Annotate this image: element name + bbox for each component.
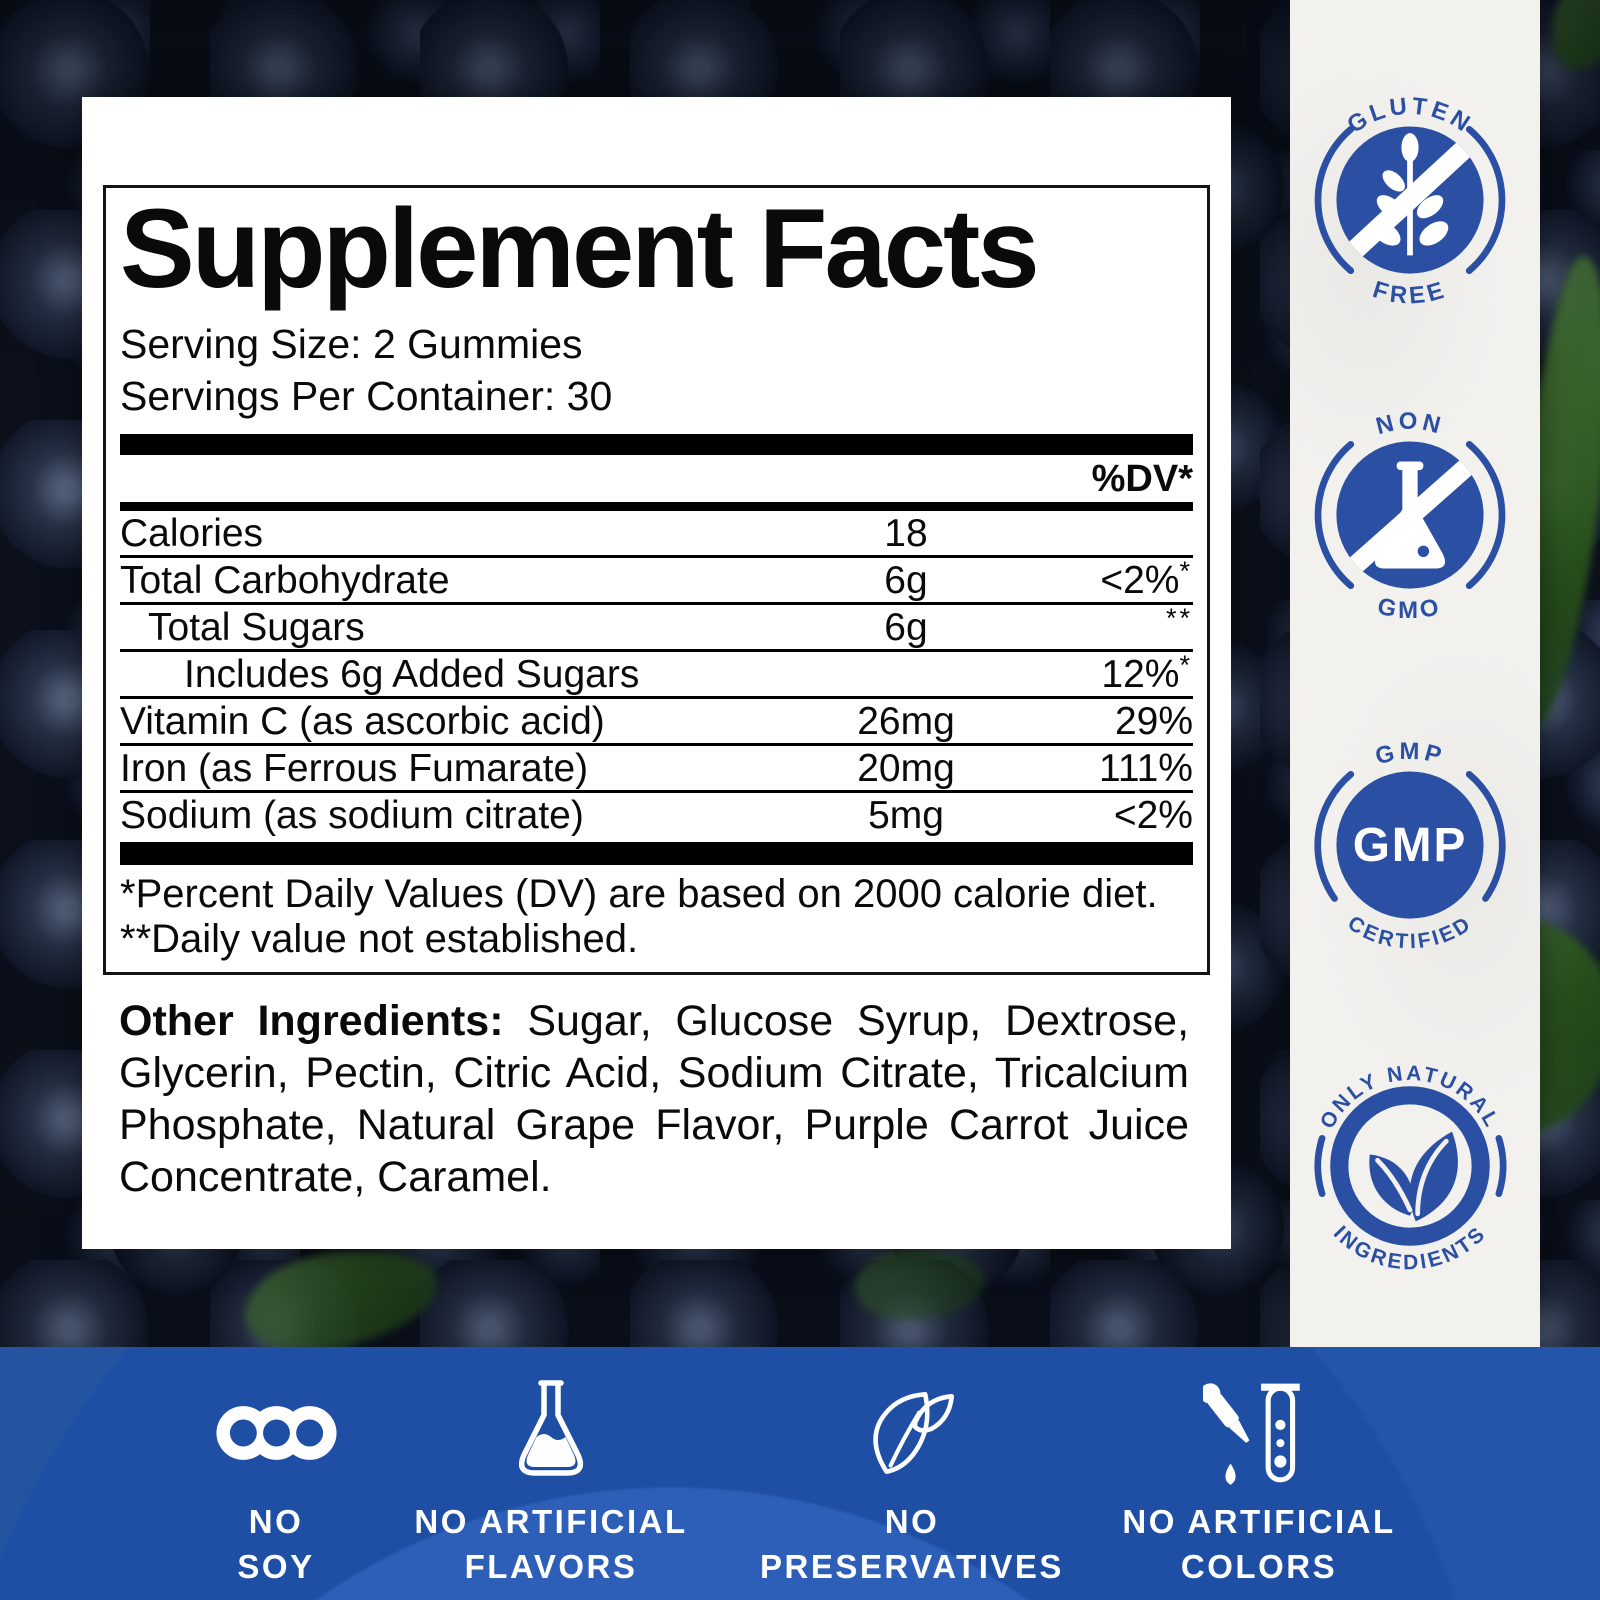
nutrient-dv: 12%*	[1101, 650, 1193, 697]
table-row: Vitamin C (as ascorbic acid) 26mg 29%	[120, 699, 1193, 747]
badge-arc-bottom: FREE	[1370, 276, 1447, 307]
nutrient-name: Total Carbohydrate	[120, 559, 450, 603]
badge-non-gmo: NON GMO	[1303, 408, 1517, 622]
nutrient-amount: 20mg	[857, 747, 955, 791]
feature-no-artificial-colors: NO ARTIFICIAL COLORS	[1099, 1375, 1419, 1589]
svg-text:FREE: FREE	[1370, 276, 1451, 307]
dv-asterisk: *	[1179, 650, 1193, 681]
other-ingredients-label: Other Ingredients:	[119, 997, 504, 1046]
badge-arc-top: GMP	[1372, 738, 1443, 770]
serving-size-text: Serving Size: 2 Gummies	[120, 321, 583, 368]
feature-label: NO ARTIFICIAL COLORS	[1122, 1503, 1396, 1585]
dv-asterisk: **	[1165, 603, 1193, 634]
gmp-text: GMP	[1353, 819, 1468, 872]
nutrient-name: Sodium (as sodium citrate)	[120, 794, 584, 838]
leaves-icon	[1369, 1131, 1458, 1222]
nutrient-amount: 6g	[884, 559, 928, 603]
flask-icon	[391, 1375, 711, 1491]
badge-only-natural-ingredients: ONLY NATURAL INGREDIENTS	[1303, 1059, 1517, 1273]
dv-asterisk: *	[1179, 556, 1193, 587]
nutrient-dv: 29%	[1114, 700, 1193, 744]
svg-text:GMO: GMO	[1375, 593, 1445, 622]
nutrient-amount: 26mg	[857, 700, 955, 744]
feature-no-preservatives: NO PRESERVATIVES	[752, 1375, 1072, 1589]
badge-gmp-certified: GMP GMP CERTIFIED	[1303, 738, 1517, 952]
nutrient-name: Total Sugars	[148, 606, 365, 650]
feature-label: NO SOY	[237, 1503, 315, 1585]
feature-label: NO ARTIFICIAL FLAVORS	[414, 1503, 688, 1585]
feature-no-artificial-flavors: NO ARTIFICIAL FLAVORS	[391, 1375, 711, 1589]
wheat-crossed-icon	[1340, 133, 1480, 265]
flask-crossed-icon	[1336, 450, 1484, 584]
nutrient-amount: 18	[884, 512, 928, 556]
servings-per-container-text: Servings Per Container: 30	[120, 373, 613, 420]
other-ingredients-text: Other Ingredients: Sugar, Glucose Syrup,…	[119, 997, 1190, 1202]
supplement-facts-panel: Supplement Facts Serving Size: 2 Gummies…	[82, 97, 1231, 1249]
table-row: Sodium (as sodium citrate) 5mg <2%	[120, 793, 1193, 840]
table-row: Includes 6g Added Sugars 12%*	[120, 650, 1193, 700]
feature-label: NO PRESERVATIVES	[760, 1503, 1064, 1585]
facts-title: Supplement Facts	[120, 186, 1040, 311]
nutrient-dv: <2%	[1113, 794, 1193, 838]
dv-column-header: %DV*	[1091, 458, 1193, 501]
nutrient-amount: 6g	[884, 606, 928, 650]
dropper-test-tube-icon	[1099, 1375, 1419, 1491]
nutrient-name: Calories	[120, 512, 264, 556]
footnote-percent-dv: *Percent Daily Values (DV) are based on …	[120, 872, 1158, 917]
nutrient-dv: **	[1165, 603, 1193, 654]
svg-text:NON: NON	[1373, 408, 1447, 440]
nutrient-name: Includes 6g Added Sugars	[184, 653, 640, 697]
header-bar-thick	[120, 434, 1193, 456]
gmp-certified-seal: GMP GMP CERTIFIED	[1314, 738, 1506, 952]
gluten-free-seal: GLUTEN FREE	[1314, 93, 1506, 307]
badge-arc-top: NON	[1373, 408, 1443, 440]
svg-text:GMP: GMP	[1372, 738, 1447, 770]
certification-strip: GLUTEN FREE	[1290, 0, 1540, 1350]
badge-arc-bottom: GMO	[1375, 593, 1441, 622]
only-natural-seal: ONLY NATURAL INGREDIENTS	[1314, 1062, 1507, 1273]
header-bar-thin	[120, 502, 1193, 512]
table-row: Total Sugars 6g **	[120, 603, 1193, 654]
nutrient-name: Vitamin C (as ascorbic acid)	[120, 700, 605, 744]
table-row: Total Carbohydrate 6g <2%*	[120, 556, 1193, 606]
nutrient-amount: 5mg	[868, 794, 944, 838]
soy-free-icon	[116, 1375, 436, 1491]
leaf-icon	[752, 1375, 1072, 1491]
bottom-feature-bar: NO SOY NO ARTIFICIAL FLAVORS	[0, 1347, 1600, 1600]
table-bottom-bar	[120, 842, 1193, 866]
non-gmo-seal: NON GMO	[1314, 408, 1506, 622]
table-row: Calories 18	[120, 511, 1193, 559]
nutrient-name: Iron (as Ferrous Fumarate)	[120, 747, 589, 791]
nutrient-dv: <2%*	[1100, 556, 1193, 603]
nutrient-dv: 111%	[1099, 747, 1193, 791]
feature-no-soy: NO SOY	[116, 1375, 436, 1589]
nutrition-table: Calories 18 Total Carbohydrate 6g <2%* T…	[120, 511, 1193, 840]
facts-box: Supplement Facts Serving Size: 2 Gummies…	[103, 185, 1210, 976]
table-row: Iron (as Ferrous Fumarate) 20mg 111%	[120, 746, 1193, 794]
badge-gluten-free: GLUTEN FREE	[1303, 93, 1517, 307]
footnote-daily-value: **Daily value not established.	[120, 917, 639, 962]
